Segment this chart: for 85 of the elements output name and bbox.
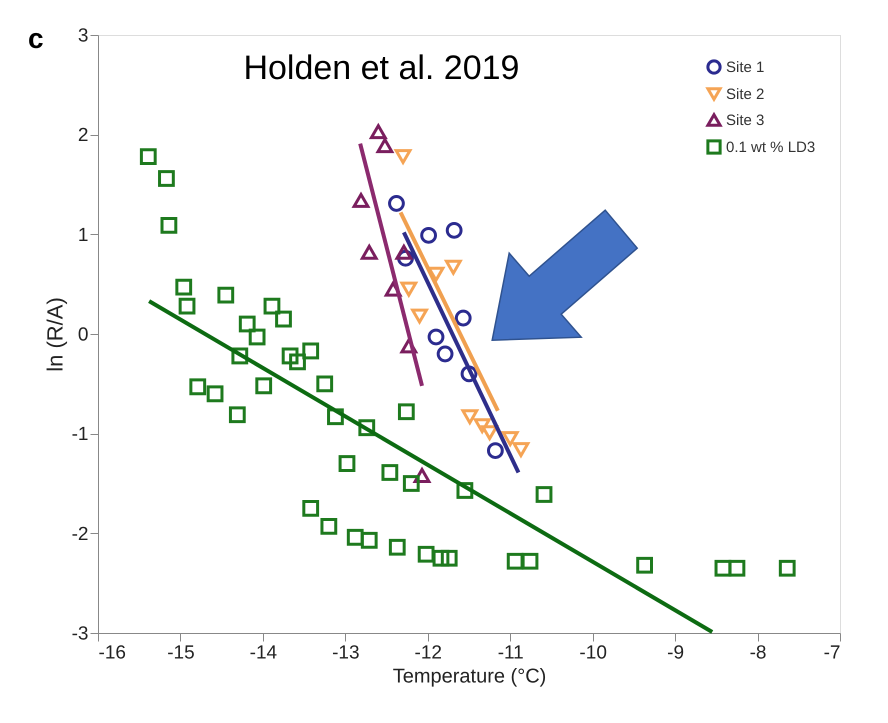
point (446, 222, 463, 239)
point (248, 328, 266, 346)
chart-title: c (28, 23, 44, 54)
legend-label: Site 2 (726, 86, 764, 103)
point (460, 365, 478, 382)
point (502, 431, 519, 446)
point (160, 216, 178, 234)
x-tick-label: -15 (167, 642, 195, 664)
point (486, 442, 504, 459)
y-tick-label: 1 (78, 224, 88, 246)
x-tick-label: -14 (250, 642, 278, 664)
y-tick-label: 2 (78, 125, 88, 146)
point (289, 354, 306, 370)
point (454, 310, 472, 326)
point (302, 342, 320, 360)
point (506, 552, 524, 570)
x-tick-label: -11 (498, 642, 524, 664)
point (189, 378, 206, 396)
point (158, 170, 175, 187)
x-tick-label: -7 (824, 642, 840, 664)
y-tick-label: 0 (78, 324, 88, 346)
point (420, 226, 437, 244)
point (360, 532, 378, 549)
point (381, 464, 398, 481)
point (388, 195, 405, 212)
point (255, 377, 272, 394)
point (338, 455, 356, 472)
point (175, 278, 192, 296)
legend-label: Site 1 (726, 59, 764, 76)
point (522, 552, 538, 570)
point (264, 298, 280, 314)
point (728, 560, 746, 577)
point (352, 192, 370, 208)
point (360, 244, 378, 260)
point (228, 406, 246, 424)
point (461, 409, 478, 424)
point (440, 550, 458, 567)
point (402, 475, 420, 492)
x-axis-title: Temperature (°C) (392, 666, 546, 688)
x-tick-label: -10 (579, 642, 607, 664)
point (636, 556, 653, 574)
point (394, 149, 412, 164)
point (714, 560, 732, 577)
point (536, 486, 552, 503)
x-tick-label: -8 (750, 642, 767, 664)
y-axis-title: ln (R/A) (42, 297, 68, 372)
point (428, 266, 444, 282)
y-tick-label: 3 (78, 26, 88, 46)
point (346, 528, 364, 546)
point (275, 310, 292, 328)
point (411, 308, 428, 324)
point (400, 282, 418, 297)
point (178, 298, 196, 314)
x-tick-label: -9 (667, 642, 684, 664)
point (428, 328, 444, 346)
point (436, 346, 454, 362)
point (512, 442, 530, 458)
legend-label: 0.1 wt % LD3 (726, 139, 816, 156)
point (238, 316, 256, 332)
point (302, 500, 320, 517)
point (370, 124, 387, 140)
y-tick-label: -1 (72, 424, 88, 446)
point (376, 138, 394, 154)
point (388, 538, 406, 556)
y-tick-label: -3 (72, 624, 88, 644)
x-tick-label: -16 (98, 642, 126, 664)
x-tick-label: -12 (414, 642, 442, 664)
y-tick-label: -2 (72, 524, 88, 545)
point (320, 518, 338, 535)
point (217, 286, 234, 304)
point (481, 425, 498, 440)
point (398, 403, 415, 420)
point (395, 244, 412, 260)
x-tick-label: -13 (332, 642, 360, 664)
point (140, 148, 157, 165)
annotation: Holden et al. 2019 (243, 49, 520, 87)
point (206, 385, 224, 402)
point (444, 260, 462, 275)
point (418, 546, 435, 563)
point (778, 560, 796, 577)
legend-label: Site 3 (726, 112, 764, 129)
point (432, 550, 450, 567)
point (316, 375, 334, 392)
point (474, 418, 491, 434)
point (282, 348, 298, 364)
